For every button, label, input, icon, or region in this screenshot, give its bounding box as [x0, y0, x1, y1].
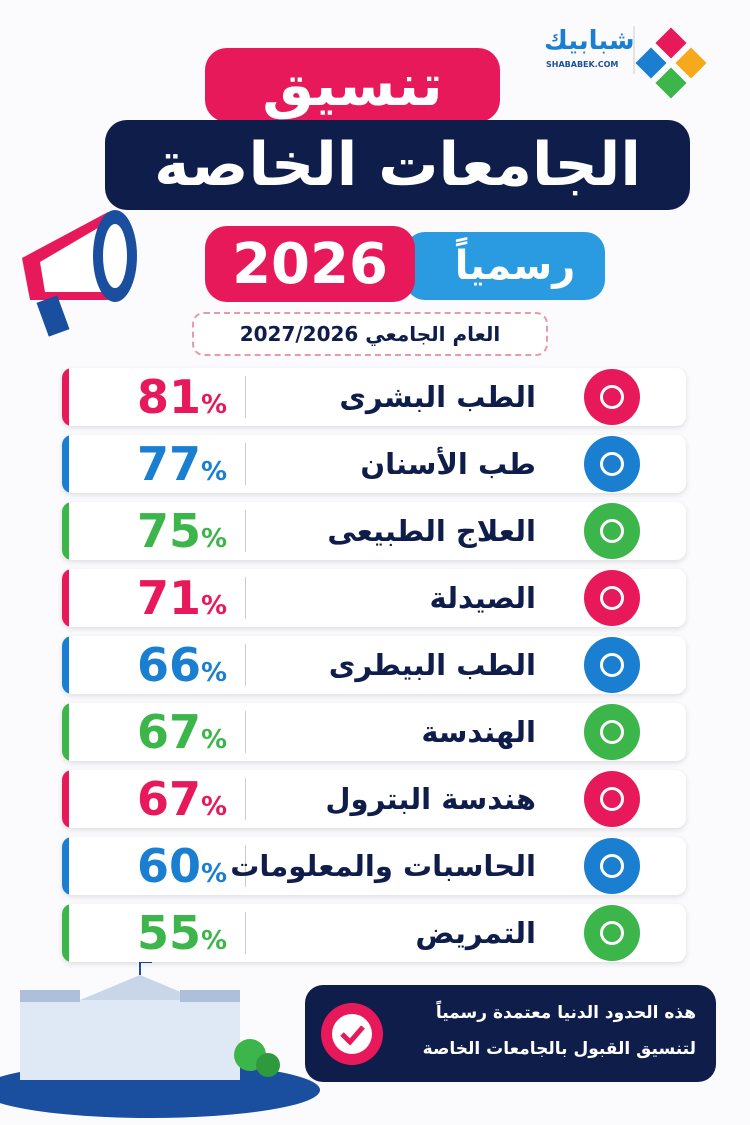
row-accent — [62, 435, 69, 493]
table-row: 67% الهندسة — [62, 703, 686, 761]
faculty-icon — [584, 704, 640, 760]
value-unit: % — [200, 524, 228, 554]
row-accent — [62, 636, 69, 694]
row-divider — [245, 778, 246, 820]
table-row: 67% هندسة البترول — [62, 770, 686, 828]
value: 71 — [136, 571, 201, 625]
row-accent — [62, 703, 69, 761]
table-row: 71% الصيدلة — [62, 569, 686, 627]
table-row: 77% طب الأسنان — [62, 435, 686, 493]
faculty-name: الهندسة — [421, 715, 536, 749]
row-divider — [245, 510, 246, 552]
value-cell: 81% — [102, 368, 262, 426]
faculty-name: التمريض — [415, 916, 536, 950]
value-cell: 67% — [102, 770, 262, 828]
value: 67 — [136, 705, 201, 759]
row-accent — [62, 502, 69, 560]
faculty-icon — [584, 637, 640, 693]
value-cell: 66% — [102, 636, 262, 694]
building — [0, 955, 320, 1118]
faculty-name: الحاسبات والمعلومات — [230, 849, 536, 883]
row-accent — [62, 837, 69, 895]
value: 77 — [136, 437, 201, 491]
value: 75 — [136, 504, 201, 558]
title-line2: الجامعات الخاصة — [105, 120, 690, 210]
faculty-icon — [584, 369, 640, 425]
footer-line2: لتنسيق القبول بالجامعات الخاصة — [422, 1039, 696, 1059]
faculty-name: الطب البيطرى — [328, 648, 536, 682]
academic-year: العام الجامعي 2027/2026 — [192, 312, 548, 356]
faculty-icon — [584, 570, 640, 626]
table-row: 81% الطب البشرى — [62, 368, 686, 426]
faculty-name: طب الأسنان — [360, 447, 536, 481]
year: 2026 — [205, 226, 415, 302]
row-accent — [62, 368, 69, 426]
value-unit: % — [200, 390, 228, 420]
logo-name: شبابيك — [544, 26, 635, 56]
row-divider — [245, 577, 246, 619]
row-accent — [62, 770, 69, 828]
faculty-icon — [584, 436, 640, 492]
value-unit: % — [200, 457, 228, 487]
row-accent — [62, 904, 69, 962]
value-cell: 71% — [102, 569, 262, 627]
logo-site: SHABABEK.COM — [546, 60, 619, 69]
faculty-icon — [584, 503, 640, 559]
table-row: 60% الحاسبات والمعلومات — [62, 837, 686, 895]
faculty-icon — [584, 838, 640, 894]
value: 60 — [136, 839, 201, 893]
faculty-icon — [584, 771, 640, 827]
value: 66 — [136, 638, 201, 692]
value-cell: 60% — [102, 837, 262, 895]
row-accent — [62, 569, 69, 627]
row-divider — [245, 443, 246, 485]
value-unit: % — [200, 859, 228, 889]
row-divider — [245, 644, 246, 686]
value: 81 — [136, 370, 201, 424]
value: 55 — [136, 906, 201, 960]
badge: رسمياً — [405, 232, 605, 300]
table-row: 75% العلاج الطبيعى — [62, 502, 686, 560]
value-cell: 77% — [102, 435, 262, 493]
row-divider — [245, 845, 246, 887]
value-unit: % — [200, 792, 228, 822]
faculty-name: هندسة البترول — [325, 782, 536, 816]
check-badge — [321, 1003, 383, 1065]
table-row: 55% التمريض — [62, 904, 686, 962]
value-unit: % — [200, 725, 228, 755]
value-unit: % — [200, 591, 228, 621]
row-divider — [245, 376, 246, 418]
value-unit: % — [200, 926, 228, 956]
value-cell: 55% — [102, 904, 262, 962]
footer-box: هذه الحدود الدنيا معتمدة رسمياً لتنسيق ا… — [305, 985, 716, 1082]
footer-line1: هذه الحدود الدنيا معتمدة رسمياً — [435, 1003, 696, 1023]
faculty-name: الطب البشرى — [339, 380, 536, 414]
logo-mark — [635, 27, 707, 99]
faculty-name: الصيدلة — [429, 581, 536, 615]
row-divider — [245, 711, 246, 753]
title-line1: تنسيق — [205, 48, 500, 122]
faculty-icon — [584, 905, 640, 961]
row-divider — [245, 912, 246, 954]
value-unit: % — [200, 658, 228, 688]
value-cell: 75% — [102, 502, 262, 560]
value: 67 — [136, 772, 201, 826]
megaphone — [22, 210, 137, 337]
table-row: 66% الطب البيطرى — [62, 636, 686, 694]
faculty-name: العلاج الطبيعى — [327, 514, 536, 548]
value-cell: 67% — [102, 703, 262, 761]
